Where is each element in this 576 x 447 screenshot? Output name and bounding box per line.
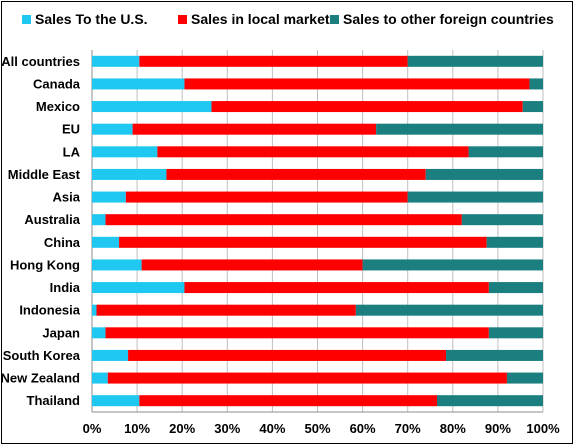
category-label: New Zealand bbox=[1, 371, 81, 386]
bar-segment bbox=[105, 214, 462, 226]
category-label: China bbox=[44, 235, 81, 250]
bar-segment bbox=[486, 236, 543, 248]
bar-segment bbox=[92, 259, 142, 271]
bar-segment bbox=[407, 191, 543, 203]
bar-segment bbox=[468, 146, 543, 158]
category-label: EU bbox=[62, 122, 80, 137]
category-labels: All countries Canada Mexico EU LA Middle East… bbox=[1, 54, 81, 408]
bar-segment bbox=[92, 123, 133, 135]
category-label: Middle East bbox=[8, 167, 81, 182]
x-tick-label: 100% bbox=[526, 421, 560, 436]
bar-segment bbox=[92, 349, 129, 361]
bar-segment bbox=[107, 372, 507, 384]
legend-swatch bbox=[178, 15, 187, 24]
bar-segment bbox=[407, 55, 543, 67]
category-label: Thailand bbox=[27, 393, 81, 408]
bar-segment bbox=[92, 304, 97, 316]
x-tick-label: 0% bbox=[83, 421, 102, 436]
bar-segment bbox=[92, 395, 140, 407]
bar-segment bbox=[376, 123, 543, 135]
bar-segment bbox=[92, 372, 108, 384]
bar-segment bbox=[105, 327, 489, 339]
x-tick-label: 50% bbox=[304, 421, 330, 436]
x-tick-label: 20% bbox=[169, 421, 195, 436]
bar-segment bbox=[425, 168, 543, 180]
bar-segment bbox=[488, 327, 543, 339]
legend-label: Sales to other foreign countries bbox=[343, 11, 554, 27]
bar-segment bbox=[529, 78, 543, 90]
x-tick-label: 90% bbox=[485, 421, 511, 436]
bar-segment bbox=[446, 349, 543, 361]
bar-segment bbox=[166, 168, 426, 180]
bars bbox=[92, 55, 543, 407]
bar-segment bbox=[128, 349, 447, 361]
x-tick-labels: 0% 10% 20% 30% 40% 50% 60% 70% 80% 90% 100% bbox=[83, 421, 560, 436]
x-tick-label: 60% bbox=[350, 421, 376, 436]
x-tick-label: 70% bbox=[395, 421, 421, 436]
category-label: Asia bbox=[53, 190, 81, 205]
bar-segment bbox=[96, 304, 356, 316]
bar-segment bbox=[92, 282, 185, 294]
legend-swatch bbox=[330, 15, 339, 24]
category-label: LA bbox=[63, 144, 81, 159]
bar-segment bbox=[522, 101, 543, 113]
category-label: Canada bbox=[33, 76, 81, 91]
x-tick-label: 30% bbox=[214, 421, 240, 436]
bar-segment bbox=[92, 191, 126, 203]
bar-segment bbox=[125, 191, 408, 203]
bar-segment bbox=[139, 55, 408, 67]
bar-segment bbox=[488, 282, 543, 294]
category-label: South Korea bbox=[3, 348, 81, 363]
bar-segment bbox=[92, 101, 212, 113]
bar-segment bbox=[92, 168, 167, 180]
bar-segment bbox=[141, 259, 363, 271]
legend-swatch bbox=[22, 15, 31, 24]
bar-segment bbox=[362, 259, 543, 271]
x-tick-label: 80% bbox=[440, 421, 466, 436]
bar-segment bbox=[355, 304, 543, 316]
legend-label: Sales in local market bbox=[191, 11, 330, 27]
bar-segment bbox=[184, 282, 489, 294]
bar-segment bbox=[92, 78, 185, 90]
category-label: All countries bbox=[1, 54, 80, 69]
bar-segment bbox=[211, 101, 523, 113]
category-label: Australia bbox=[24, 212, 80, 227]
category-label: Japan bbox=[42, 325, 80, 340]
category-label: Indonesia bbox=[19, 303, 80, 318]
bar-segment bbox=[92, 236, 120, 248]
bar-segment bbox=[184, 78, 530, 90]
bar-segment bbox=[119, 236, 487, 248]
bar-segment bbox=[157, 146, 469, 158]
bar-segment bbox=[461, 214, 543, 226]
bar-segment bbox=[437, 395, 543, 407]
legend-label: Sales To the U.S. bbox=[35, 11, 148, 27]
bar-segment bbox=[132, 123, 377, 135]
bar-segment bbox=[506, 372, 543, 384]
category-label: Hong Kong bbox=[10, 257, 80, 272]
bar-segment bbox=[92, 327, 106, 339]
bar-segment bbox=[92, 55, 140, 67]
bar-segment bbox=[92, 214, 106, 226]
bar-segment bbox=[139, 395, 438, 407]
category-label: India bbox=[50, 280, 81, 295]
x-tick-label: 10% bbox=[124, 421, 150, 436]
x-tick-label: 40% bbox=[259, 421, 285, 436]
bar-segment bbox=[92, 146, 158, 158]
legend: Sales To the U.S. Sales in local market Sa… bbox=[22, 11, 554, 27]
category-label: Mexico bbox=[36, 99, 80, 114]
